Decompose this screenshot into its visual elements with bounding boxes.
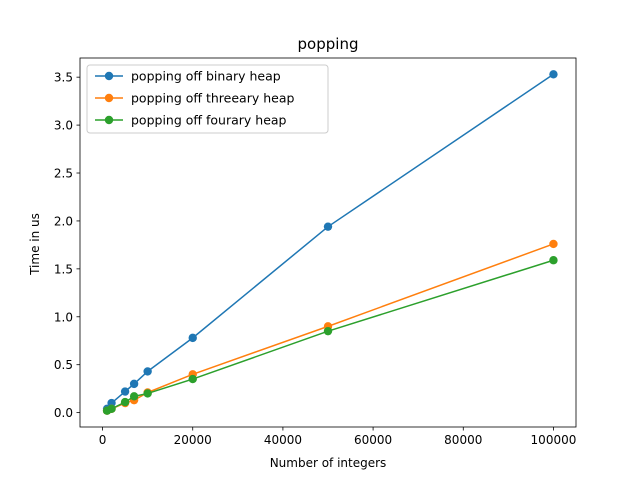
data-point xyxy=(549,256,558,265)
legend-label: popping off binary heap xyxy=(131,69,281,84)
data-point xyxy=(120,397,130,407)
legend-marker xyxy=(104,71,114,81)
legend-box xyxy=(86,64,329,134)
legend: popping off binary heap popping off three… xyxy=(86,64,329,134)
y-axis-label: Time in us xyxy=(28,213,42,276)
data-point xyxy=(549,70,558,79)
x-tick-label: 40000 xyxy=(264,433,302,447)
legend-marker xyxy=(104,115,114,125)
data-point xyxy=(120,387,130,396)
plot-area: 0 20000 40000 60000 80000 100000 0.0 0.5 1.0 1.5 2… xyxy=(54,57,577,447)
data-point xyxy=(188,333,197,343)
data-point xyxy=(323,222,333,231)
y-tick-label: 2.5 xyxy=(54,167,73,181)
y-tick-label: 1.0 xyxy=(54,310,73,324)
data-point xyxy=(143,389,152,398)
y-tick-label: 3.0 xyxy=(54,119,73,133)
x-tick-label: 100000 xyxy=(531,433,577,447)
legend-label: popping off threeary heap xyxy=(131,91,294,106)
data-point xyxy=(129,392,139,401)
data-point xyxy=(107,404,116,413)
y-tick-label: 0.0 xyxy=(54,406,73,420)
y-tick-label: 1.5 xyxy=(54,262,73,276)
x-tick-label: 0 xyxy=(99,433,107,447)
legend-label: popping off fourary heap xyxy=(131,113,287,128)
x-tick-label: 80000 xyxy=(444,433,482,447)
y-tick-label: 3.5 xyxy=(54,71,73,85)
data-point xyxy=(323,326,333,336)
y-tick-label: 0.5 xyxy=(54,358,73,372)
chart-title: popping xyxy=(298,35,359,53)
legend-marker xyxy=(104,93,114,103)
y-tick-label: 2.0 xyxy=(54,214,73,228)
data-point xyxy=(107,398,116,408)
data-point xyxy=(188,374,197,384)
x-axis-label: Number of integers xyxy=(270,456,387,470)
axes-frame xyxy=(79,57,577,428)
data-point xyxy=(129,379,139,389)
x-tick-label: 20000 xyxy=(174,433,212,447)
data-point xyxy=(143,367,152,376)
data-point xyxy=(549,239,558,249)
x-tick-label: 60000 xyxy=(354,433,392,447)
